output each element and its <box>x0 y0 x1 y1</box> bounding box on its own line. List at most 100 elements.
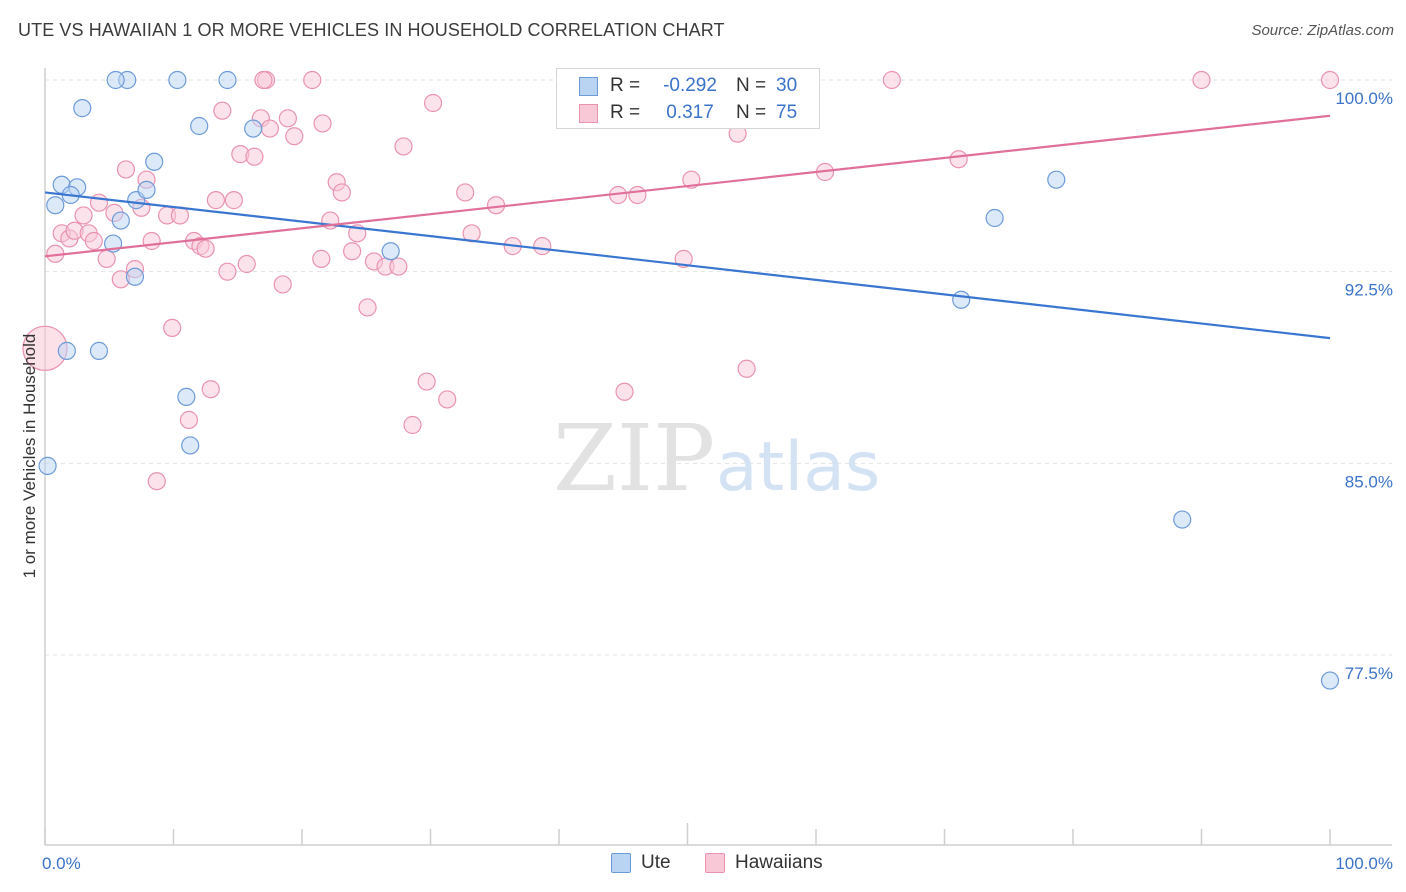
hawaiians-point <box>389 257 408 276</box>
ute-point <box>89 341 109 360</box>
hawaiians-point <box>278 109 297 128</box>
watermark-zip: ZIP <box>553 405 715 512</box>
hawaiians-point <box>438 390 457 409</box>
legend-label-ute: Ute <box>641 852 671 873</box>
hawaiians-point <box>533 237 552 256</box>
hawaiians-point <box>179 410 199 429</box>
hawaiians-point <box>254 70 273 90</box>
hawaiians-point <box>403 415 422 435</box>
hawaiians-point <box>116 160 136 179</box>
ute-r-value: -0.292 <box>663 75 717 96</box>
ute-point <box>1047 170 1066 189</box>
stats-row-hawaiians: R = 0.317 N = 75 <box>579 100 797 126</box>
ute-point <box>57 341 76 360</box>
ute-point <box>244 119 263 138</box>
hawaiians-point <box>245 147 264 166</box>
hawaiians-point <box>273 275 292 294</box>
hawaiians-point <box>260 119 279 138</box>
ute-point <box>168 70 187 90</box>
ute-point <box>177 387 196 406</box>
stats-row-ute: R = -0.292 N = 30 <box>579 73 797 99</box>
hawaiians-point <box>218 262 237 281</box>
hawaiians-point <box>206 191 226 210</box>
hawaiians-point <box>394 137 413 156</box>
hawaiians-point <box>949 150 968 169</box>
y-tick-label: 85.0% <box>1345 472 1393 491</box>
hawaiians-point <box>89 193 109 212</box>
tick-labels: 100.0% 92.5% 85.0% 77.5% 0.0% 100.0% 1 or more… <box>20 89 1393 873</box>
ute-point <box>190 116 209 136</box>
ute-point <box>1173 510 1192 529</box>
x-tick-label-right: 100.0% <box>1335 854 1393 873</box>
hawaiians-r-label: R = <box>610 102 641 123</box>
hawaiians-point <box>456 183 475 202</box>
ute-n-label: N = <box>736 75 767 96</box>
ute-point <box>952 290 971 309</box>
ute-n-value: 30 <box>776 75 798 96</box>
ute-point <box>73 99 92 118</box>
ute-point <box>137 180 156 199</box>
hawaiians-point <box>312 249 331 268</box>
ute-trend-line <box>44 191 1331 340</box>
hawaiians-point <box>201 380 220 399</box>
watermark-atlas: atlas <box>716 428 880 507</box>
hawaiians-point <box>332 183 351 202</box>
y-axis-label: 1 or more Vehicles in Household <box>20 334 39 579</box>
hawaiians-point <box>285 127 304 146</box>
hawaiians-point <box>628 185 647 205</box>
hawaiians-point <box>147 472 166 491</box>
ute-point <box>218 70 237 90</box>
hawaiians-point <box>163 318 182 337</box>
gridlines <box>45 79 1392 656</box>
y-tick-label: 77.5% <box>1345 664 1393 683</box>
legend: Ute Hawaiians <box>0 850 1406 878</box>
ute-point <box>145 152 164 171</box>
ute-point <box>111 211 130 230</box>
hawaiians-point <box>84 231 103 251</box>
ute-point <box>1320 671 1340 690</box>
hawaiians-point <box>423 93 443 113</box>
axes <box>44 68 1392 846</box>
legend-swatch-hawaiians <box>705 853 725 873</box>
hawaiians-point <box>303 70 322 90</box>
hawaiians-point <box>737 359 756 378</box>
y-tick-label: 92.5% <box>1345 281 1393 300</box>
hawaiians-swatch <box>579 103 598 123</box>
hawaiians-n-value: 75 <box>776 102 798 123</box>
ute-point <box>985 208 1004 228</box>
legend-item-hawaiians: Hawaiians <box>705 852 823 874</box>
hawaiians-n-label: N = <box>736 102 767 123</box>
hawaiians-point <box>213 101 232 120</box>
stats-box: R = -0.292 N = 30 R = 0.317 N = 75 <box>556 68 820 129</box>
trend-lines <box>44 114 1331 340</box>
legend-swatch-ute <box>611 853 631 873</box>
hawaiians-point <box>224 191 243 210</box>
hawaiians-point <box>486 196 506 215</box>
hawaiians-point <box>682 170 701 189</box>
hawaiians-point <box>1192 70 1211 90</box>
ute-swatch <box>579 76 598 96</box>
hawaiians-point <box>674 249 693 268</box>
hawaiians-trend-line <box>44 114 1331 258</box>
hawaiians-point <box>882 70 901 90</box>
ute-r-label: R = <box>610 75 641 96</box>
y-tick-label: 100.0% <box>1335 89 1393 108</box>
hawaiians-r-value: 0.317 <box>666 102 714 123</box>
legend-item-ute: Ute <box>611 852 671 874</box>
ute-point <box>125 267 145 286</box>
x-tick-label-left: 0.0% <box>42 854 81 873</box>
hawaiians-point <box>1320 70 1340 90</box>
ute-point <box>106 70 125 90</box>
hawaiians-point <box>142 231 161 251</box>
hawaiians-point <box>97 249 116 268</box>
ute-point <box>46 196 65 215</box>
chart-source: Source: ZipAtlas.com <box>1251 22 1394 39</box>
ute-point <box>181 436 200 455</box>
hawaiians-point <box>196 239 215 258</box>
hawaiians-point <box>313 114 332 133</box>
watermark: ZIP atlas <box>553 405 880 512</box>
hawaiians-point <box>615 382 634 401</box>
hawaiians-point <box>343 242 362 261</box>
data-points <box>22 70 1340 690</box>
